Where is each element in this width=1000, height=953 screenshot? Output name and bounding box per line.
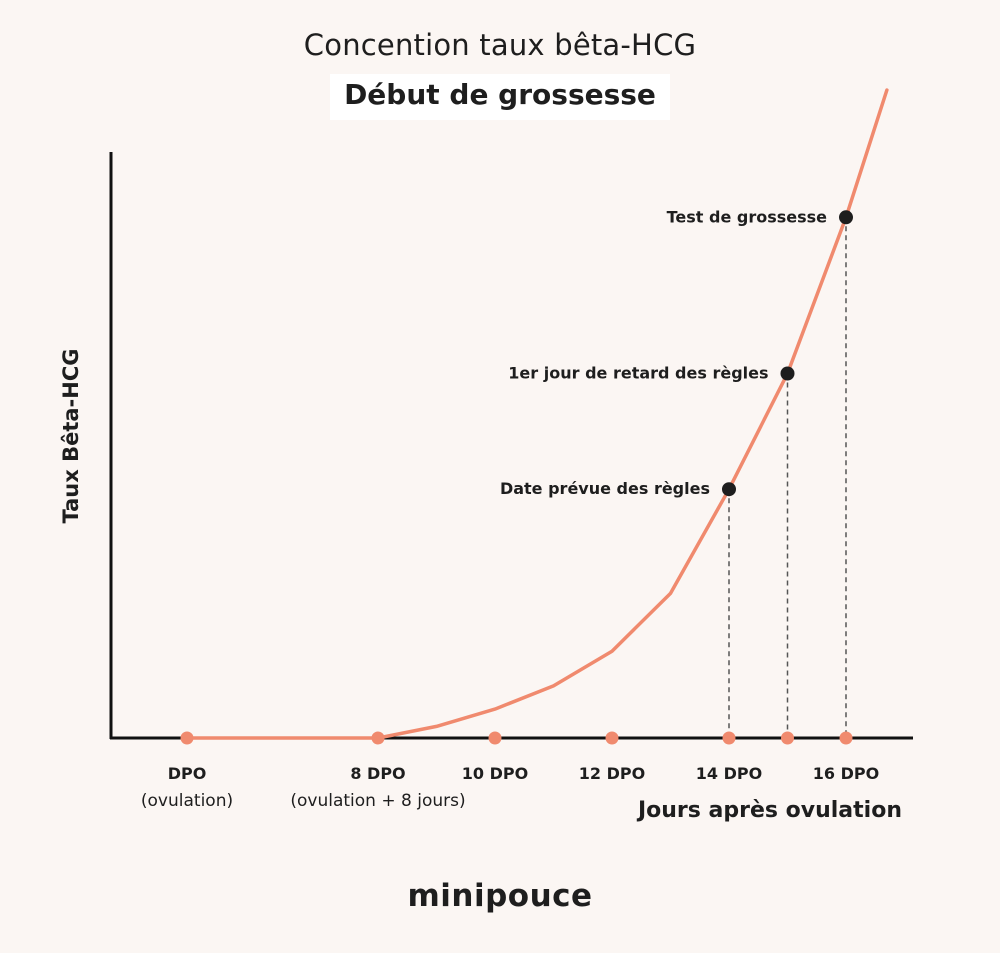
x-tick-label-4: 14 DPO xyxy=(696,764,762,783)
x-axis-label: Jours après ovulation xyxy=(637,798,902,823)
x-tick-point-3 xyxy=(605,731,619,745)
annotation-point-1 xyxy=(780,366,795,381)
x-tick-point-6 xyxy=(839,731,853,745)
y-axis-label: Taux Bêta-HCG xyxy=(59,348,83,524)
series-line-beta-hcg xyxy=(185,88,889,740)
subtitle-highlight xyxy=(330,74,670,120)
x-tick-label-1: 8 DPO xyxy=(350,764,405,783)
chart-subtitle: Début de grossesse xyxy=(344,78,656,111)
x-tick-label-0: DPO xyxy=(168,764,207,783)
annotation-label-0: Date prévue des règles xyxy=(500,479,710,498)
annotation-point-0 xyxy=(722,482,736,497)
x-tick-point-2 xyxy=(488,731,502,745)
x-tick-point-0 xyxy=(180,731,194,745)
x-tick-point-4 xyxy=(722,731,736,745)
minipouce-logo: minipouce xyxy=(407,878,593,914)
annotation-label-2: Test de grossesse xyxy=(667,207,828,226)
x-tick-point-5 xyxy=(781,731,794,745)
annotation-label-1: 1er jour de retard des règles xyxy=(508,364,768,383)
x-tick-point-1 xyxy=(371,731,385,745)
x-tick-label-2: 10 DPO xyxy=(462,764,528,783)
x-tick-label-6: 16 DPO xyxy=(813,764,879,783)
x-tick-sublabel-0: (ovulation) xyxy=(141,791,233,811)
chart-title: Concention taux bêta-HCG xyxy=(303,28,697,62)
annotation-point-2 xyxy=(839,210,853,225)
x-tick-label-3: 12 DPO xyxy=(579,764,645,783)
x-tick-sublabel-1: (ovulation + 8 jours) xyxy=(290,791,465,811)
